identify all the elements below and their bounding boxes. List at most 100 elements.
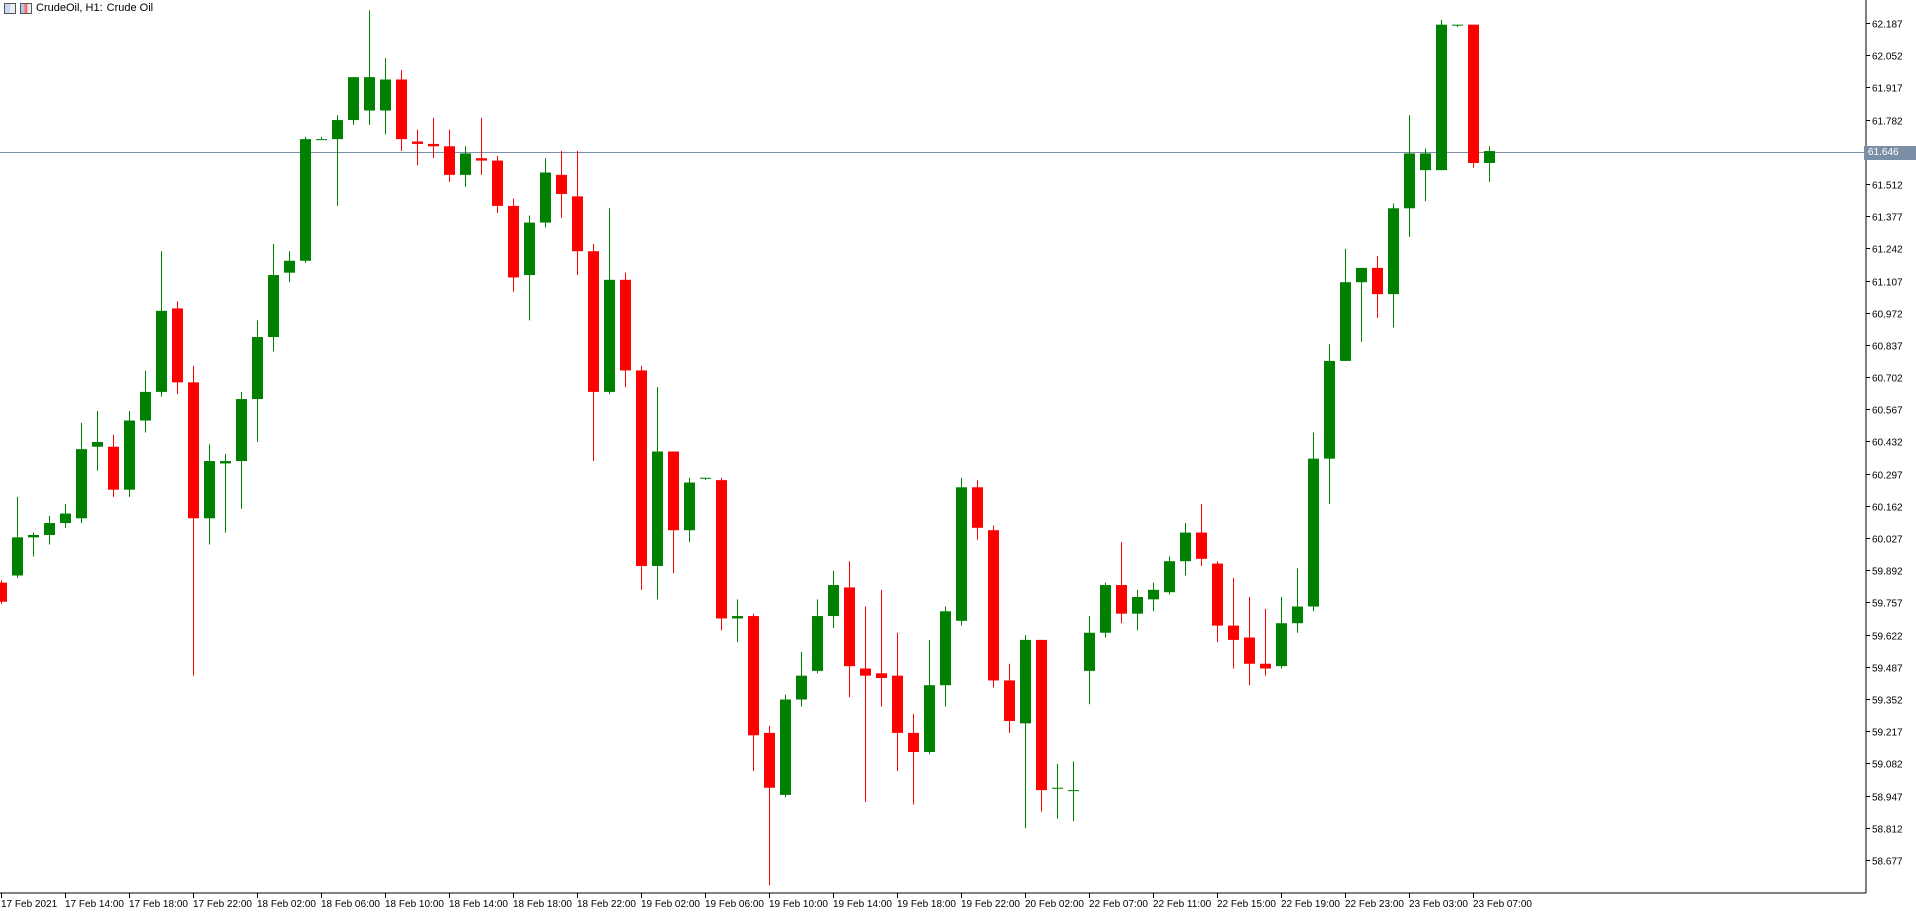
candle-body [700,477,711,479]
y-tick-label: 60.567 [1872,406,1903,417]
candle-body [316,139,327,141]
candle-body [748,616,759,736]
chart-window-icon[interactable] [4,2,16,14]
candle [556,151,567,218]
chart-type-icon[interactable] [20,2,32,14]
candle-body [1420,153,1431,171]
candle-body [1292,606,1303,624]
candle-body [588,251,599,392]
candle [924,639,935,755]
candle-body [1308,458,1319,607]
candle [588,244,599,462]
x-tick-label: 22 Feb 19:00 [1281,899,1340,910]
candle-body [1164,561,1175,593]
candle [1436,19,1447,171]
y-tick-label: 59.757 [1872,599,1903,610]
current-price-label: 61.646 [1864,145,1916,160]
x-tick-label: 20 Feb 02:00 [1025,899,1084,910]
candle [604,208,615,395]
candle-body [556,174,567,194]
candle-body [108,446,119,490]
candle-body [1196,532,1207,559]
candle-body [604,279,615,392]
candle-body [1276,623,1287,667]
candle [1116,542,1127,624]
symbol-description: Crude Oil [106,2,154,14]
candle-body [940,611,951,686]
candle [44,515,55,545]
candle-body [1340,282,1351,361]
candle [1020,635,1031,829]
candle [204,444,215,545]
candle-body [412,141,423,144]
y-tick-label: 61.107 [1872,278,1903,289]
candle [1132,589,1143,631]
candle [508,198,519,292]
candle [988,525,999,688]
candle [1148,582,1159,612]
candle-body [1436,24,1447,171]
x-tick-label: 19 Feb 02:00 [641,899,700,910]
candle [252,320,263,442]
candle [124,410,135,497]
y-tick-label: 58.812 [1872,825,1903,836]
candle-body [476,158,487,161]
candle [1084,616,1095,705]
y-tick-label: 59.892 [1872,567,1903,578]
y-tick-label: 60.297 [1872,471,1903,482]
y-tick-label: 61.377 [1872,213,1903,224]
x-tick-label: 23 Feb 07:00 [1473,899,1532,910]
y-tick-label: 61.782 [1872,117,1903,128]
candle-body [1388,208,1399,295]
candle-body [300,139,311,261]
candle [188,365,199,676]
candle [268,244,279,352]
candle [172,301,183,395]
candle [476,117,487,175]
candle [940,606,951,707]
candle-body [124,420,135,490]
candle-body [1452,24,1463,26]
candle-body [876,673,887,679]
candle-body [140,391,151,421]
candle [1196,503,1207,566]
candle-body [348,77,359,121]
candle [732,599,743,643]
candle-body [732,616,743,619]
x-tick-label: 23 Feb 03:00 [1409,899,1468,910]
candle-body [12,537,23,576]
y-tick-label: 60.162 [1872,503,1903,514]
candle-body [92,441,103,447]
candle-body [764,732,775,788]
candle [396,69,407,152]
candle [956,477,967,626]
candle-body [812,616,823,671]
candle [284,251,295,283]
candle [1052,763,1063,819]
y-tick-label: 60.027 [1872,535,1903,546]
candle [1308,432,1319,612]
x-tick-label: 17 Feb 18:00 [129,899,188,910]
x-tick-label: 18 Feb 02:00 [257,899,316,910]
candle-body [668,451,679,531]
candle [1324,344,1335,504]
candle-body [1468,24,1479,163]
candle-body [988,530,999,681]
y-tick-label: 60.837 [1872,342,1903,353]
y-tick-label: 59.217 [1872,728,1903,739]
candle-body [844,587,855,667]
candle [892,632,903,772]
x-tick-label: 18 Feb 14:00 [449,899,508,910]
candle [428,117,439,159]
x-tick-label: 22 Feb 07:00 [1089,899,1148,910]
candle-body [1372,267,1383,295]
candle [1276,596,1287,669]
candle-body [572,196,583,252]
candle [636,365,647,590]
candle [60,503,71,528]
candle [1228,577,1239,669]
y-tick-label: 60.702 [1872,374,1903,385]
y-tick-label: 58.677 [1872,857,1903,868]
